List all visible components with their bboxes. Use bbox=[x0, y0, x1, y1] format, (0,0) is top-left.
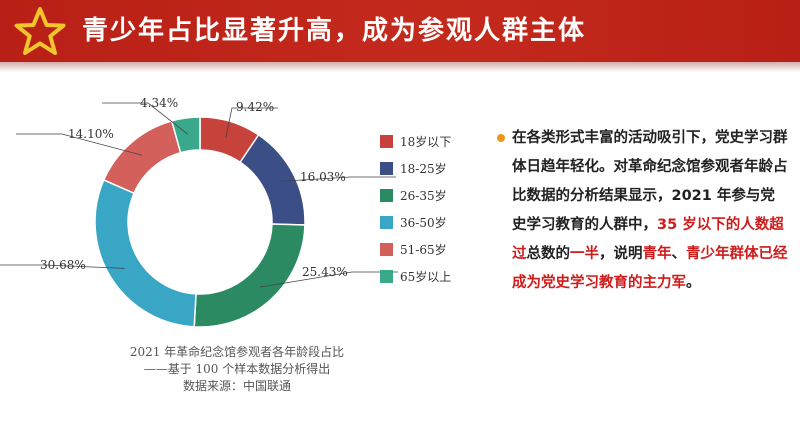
slice-label: 14.10% bbox=[68, 127, 114, 141]
header-banner: 青少年占比显著升高，成为参观人群主体 bbox=[0, 0, 800, 62]
body-paragraph: 在各类形式丰富的活动吸引下，党史学习群体日趋年轻化。对革命纪念馆参观者年龄占比数… bbox=[512, 124, 788, 298]
chart-caption: 2021 年革命纪念馆参观者各年龄段占比 ——基于 100 个样本数据分析得出 … bbox=[112, 344, 362, 395]
legend-label: 36-50岁 bbox=[400, 215, 447, 230]
para-highlight: 35 岁以下的人数超过 bbox=[512, 217, 784, 262]
leader-line bbox=[225, 107, 278, 138]
slice-label: 25.43% bbox=[302, 265, 348, 279]
bullet-dot-icon bbox=[497, 134, 505, 142]
chart-legend: 18岁以下 18-25岁 26-35岁 36-50岁 51-65岁 65岁以上 bbox=[380, 130, 490, 292]
para-text: ，说明 bbox=[599, 246, 643, 262]
legend-item: 26-35岁 bbox=[380, 184, 490, 206]
legend-label: 18-25岁 bbox=[400, 161, 447, 176]
legend-label: 18岁以下 bbox=[400, 134, 452, 149]
caption-line: ——基于 100 个样本数据分析得出 bbox=[143, 362, 331, 376]
legend-item: 65岁以上 bbox=[380, 265, 490, 287]
caption-line: 2021 年革命纪念馆参观者各年龄段占比 bbox=[129, 345, 345, 359]
slice-label: 16.03% bbox=[300, 170, 346, 184]
legend-swatch bbox=[380, 134, 393, 148]
para-text: 总数的 bbox=[526, 246, 571, 262]
legend-item: 18岁以下 bbox=[380, 130, 490, 152]
donut-slice bbox=[170, 116, 201, 154]
para-text: 在各类形式丰富的活动吸引下，党史学习群体日趋年轻化。对革命纪念馆参观者年龄占比数… bbox=[512, 130, 788, 233]
legend-swatch bbox=[380, 161, 393, 175]
para-highlight: 一半 bbox=[570, 246, 599, 262]
slice-label: 9.42% bbox=[236, 100, 275, 114]
legend-item: 18-25岁 bbox=[380, 157, 490, 179]
leader-line bbox=[16, 133, 143, 156]
leader-line bbox=[0, 264, 125, 269]
donut-slice bbox=[102, 119, 182, 195]
legend-swatch bbox=[380, 269, 393, 283]
para-highlight: 青少年群体已经成为党史学习教育的主力军 bbox=[512, 246, 788, 291]
legend-swatch bbox=[380, 215, 393, 229]
donut-slice bbox=[94, 178, 197, 328]
legend-label: 26-35岁 bbox=[400, 188, 447, 203]
leader-line bbox=[102, 102, 189, 135]
legend-label: 51-65岁 bbox=[400, 242, 447, 257]
para-highlight: 青年 bbox=[642, 246, 672, 262]
legend-swatch bbox=[380, 242, 393, 256]
legend-swatch bbox=[380, 188, 393, 202]
legend-item: 51-65岁 bbox=[380, 238, 490, 260]
legend-label: 65岁以上 bbox=[400, 269, 452, 284]
legend-item: 36-50岁 bbox=[380, 211, 490, 233]
slice-label: 30.68% bbox=[40, 258, 86, 272]
slice-label: 4.34% bbox=[140, 96, 179, 110]
page-title: 青少年占比显著升高，成为参观人群主体 bbox=[82, 16, 587, 46]
star-icon bbox=[14, 6, 66, 58]
donut-slice bbox=[239, 133, 306, 226]
donut-chart bbox=[0, 102, 398, 328]
caption-line: 数据来源：中国联通 bbox=[182, 379, 291, 393]
donut-slice bbox=[193, 223, 306, 328]
para-text: 。 bbox=[686, 275, 701, 291]
para-text: 、 bbox=[671, 246, 687, 262]
leader-line bbox=[278, 176, 396, 182]
header-shadow bbox=[0, 62, 800, 72]
